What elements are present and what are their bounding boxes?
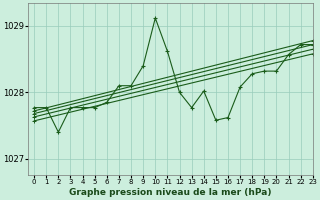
X-axis label: Graphe pression niveau de la mer (hPa): Graphe pression niveau de la mer (hPa)	[69, 188, 272, 197]
